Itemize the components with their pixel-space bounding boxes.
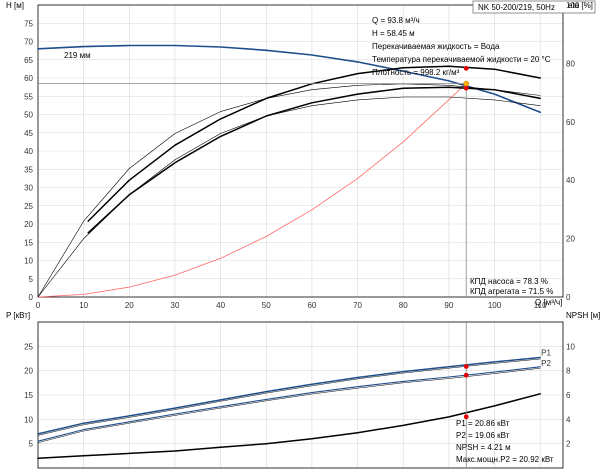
y-axis-label-right: eta [%]	[568, 1, 593, 10]
p-tick-label: 10	[24, 415, 33, 424]
y-tick-label-left: 60	[24, 74, 33, 83]
y-axis-label-power: P [кВт]	[6, 311, 30, 320]
y-axis-label-left: H [м]	[6, 1, 24, 10]
series-line-p1	[37, 356, 541, 435]
grid	[38, 5, 563, 468]
series-line-p1-shadow	[37, 358, 541, 436]
series-label-p1: P1	[541, 349, 551, 358]
axes: 0 10 20 30 40 50 60 70 80 90 100 110051015202530354…	[24, 0, 596, 469]
x-axis-label: Q [м³/ч]	[535, 298, 562, 307]
info-max-p2: Макс.мощн.P2 = 20.92 кВт	[456, 455, 554, 464]
x-tick-label: 40	[216, 301, 225, 310]
y-tick-label-left: 5	[29, 275, 34, 284]
y-tick-label-left: 25	[24, 202, 33, 211]
series-line-system	[37, 83, 467, 298]
upper-plot-frame	[37, 4, 564, 298]
duty-point-eta-unit	[463, 85, 469, 91]
npsh-tick-label: 10	[566, 342, 575, 351]
y-axis-label-npsh: NPSH [м]	[566, 311, 600, 320]
series-line-p2-shadow	[37, 367, 541, 443]
info-npsh: NPSH = 4.21 м	[456, 443, 511, 452]
info-h: H = 58.45 м	[372, 29, 415, 38]
npsh-tick-label: 6	[566, 391, 571, 400]
y-tick-label-left: 50	[24, 111, 33, 120]
series-label-p2: P2	[541, 359, 551, 368]
x-tick-label: 20	[125, 301, 134, 310]
y-tick-label-right: 80	[566, 59, 575, 68]
y-tick-label-left: 75	[24, 19, 33, 28]
y-tick-label-left: 30	[24, 184, 33, 193]
series-line-p2	[37, 366, 541, 442]
y-tick-label-left: 65	[24, 56, 33, 65]
series-line-npsh	[37, 393, 541, 460]
y-tick-label-left: 70	[24, 38, 33, 47]
info-eta-unit: КПД агрегата = 71.5 %	[470, 287, 553, 296]
x-tick-label: 10	[79, 301, 88, 310]
duty-point-head	[463, 80, 470, 87]
title-box-label: NK 50-200/219, 50Hz	[478, 3, 555, 12]
info-p2: P2 = 19.06 кВт	[456, 431, 510, 440]
y-tick-label-right: 0	[566, 293, 571, 302]
y-tick-label-right: 20	[566, 235, 575, 244]
info-q: Q = 93.8 м³/ч	[372, 16, 420, 25]
y-tick-label-left: 35	[24, 165, 33, 174]
impeller-label: 219 мм	[64, 51, 91, 60]
y-tick-label-left: 20	[24, 220, 33, 229]
npsh-tick-label: 4	[566, 415, 571, 424]
p-tick-label: 20	[24, 367, 33, 376]
y-tick-label-left: 45	[24, 129, 33, 138]
duty-point-p1	[463, 364, 469, 369]
x-tick-label: 0	[36, 301, 41, 310]
y-tick-label-left: 55	[24, 92, 33, 101]
info-p1: P1 = 20.86 кВт	[456, 419, 510, 428]
y-tick-label-left: 0	[29, 293, 34, 302]
npsh-tick-label: 2	[566, 440, 571, 449]
info-liquid: Перекачиваемая жидкость = Вода	[372, 42, 500, 51]
y-tick-label-left: 15	[24, 238, 33, 247]
duty-markers	[38, 65, 470, 468]
x-tick-label: 30	[171, 301, 180, 310]
x-tick-label: 90	[444, 301, 453, 310]
series-line-eta-thin-a	[37, 83, 541, 298]
y-tick-label-right: 60	[566, 118, 575, 127]
title-box	[472, 0, 596, 14]
x-tick-label: 60	[307, 301, 316, 310]
npsh-tick-label: 8	[566, 367, 571, 376]
duty-point-p2	[463, 372, 469, 378]
y-tick-label-left: 10	[24, 257, 33, 266]
y-tick-label-right: 40	[566, 176, 575, 185]
y-tick-label-right: 100	[566, 1, 580, 10]
x-tick-label: 100	[488, 301, 502, 310]
info-density: Плотность = 998.2 кг/м³	[372, 68, 460, 77]
x-tick-label: 80	[399, 301, 408, 310]
info-eta-pump: КПД насоса = 78.3 %	[470, 277, 548, 286]
series-line-head-219	[37, 44, 542, 114]
duty-point-npsh	[463, 414, 469, 420]
x-tick-label: 110	[534, 301, 547, 310]
lower-plot-frame	[37, 321, 564, 469]
duty-point-eta-pump	[463, 65, 469, 71]
x-tick-label: 50	[262, 301, 271, 310]
x-tick-label: 70	[353, 301, 362, 310]
p-tick-label: 15	[24, 391, 33, 400]
info-temp: Температура перекачиваемой жидкости = 20…	[372, 55, 551, 64]
y-tick-label-left: 40	[24, 147, 33, 156]
p-tick-label: 5	[29, 440, 34, 449]
p-tick-label: 25	[24, 342, 33, 351]
